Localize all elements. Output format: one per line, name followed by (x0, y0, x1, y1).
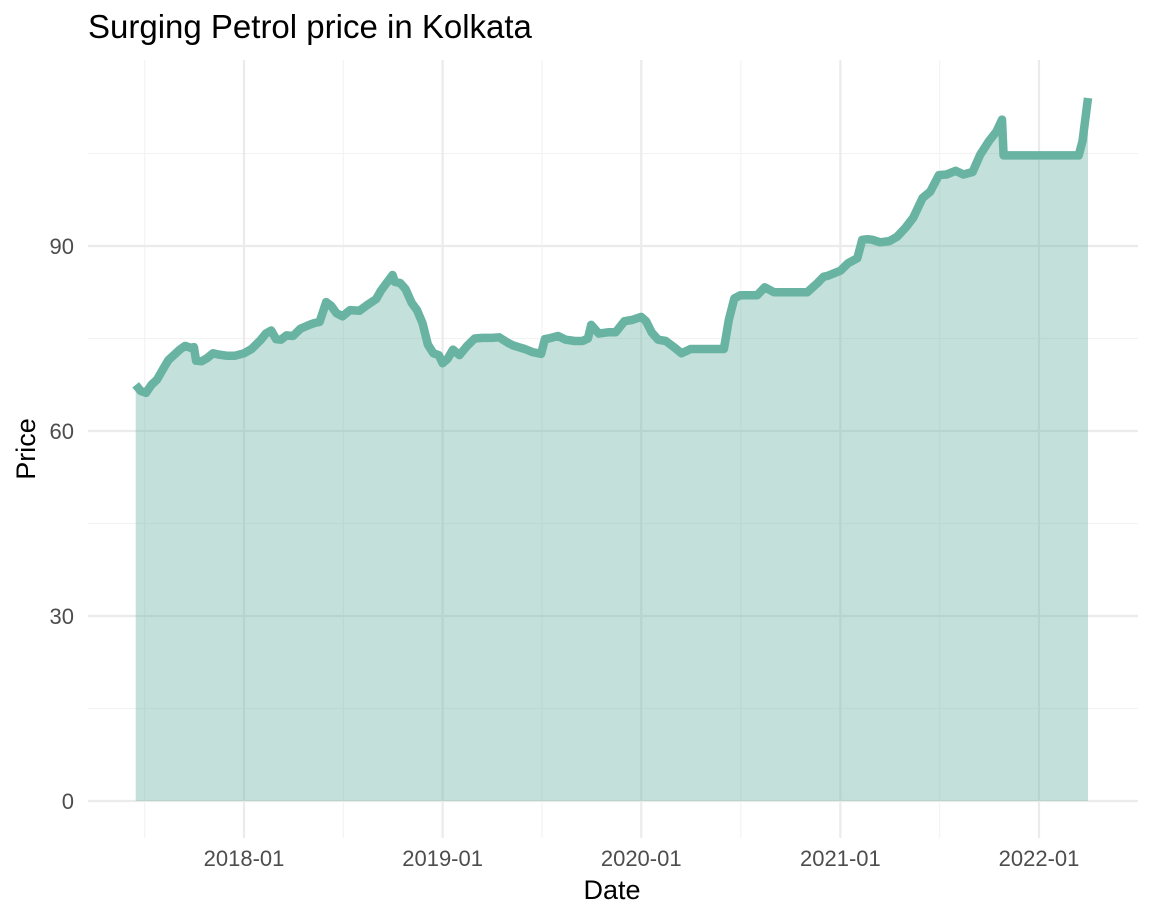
x-tick-label: 2019-01 (402, 846, 483, 871)
x-axis-ticks: 2018-01 2019-01 2020-01 2021-01 2022-01 (204, 846, 1080, 871)
x-tick-label: 2022-01 (999, 846, 1080, 871)
plot-area (132, 97, 1093, 801)
x-axis-title: Date (583, 875, 640, 905)
y-axis-title: Price (11, 418, 41, 480)
x-tick-label: 2020-01 (601, 846, 682, 871)
area-fill (135, 98, 1088, 801)
y-tick-label: 60 (50, 419, 74, 444)
y-tick-label: 0 (62, 789, 74, 814)
x-tick-label: 2021-01 (800, 846, 881, 871)
y-axis-ticks: 0 30 60 90 (50, 234, 74, 814)
grid (88, 60, 1138, 838)
chart-title: Surging Petrol price in Kolkata (88, 8, 533, 45)
y-tick-label: 30 (50, 604, 74, 629)
x-tick-label: 2018-01 (204, 846, 285, 871)
series-line (132, 97, 1093, 398)
y-tick-label: 90 (50, 234, 74, 259)
